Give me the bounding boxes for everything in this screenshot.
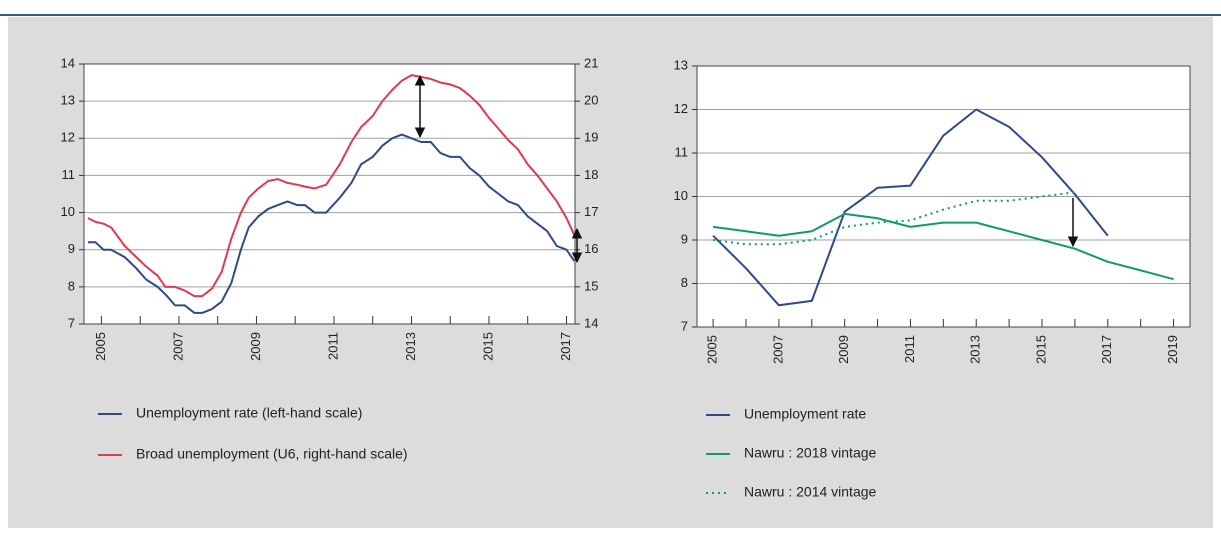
y-tick-label: 7 bbox=[68, 315, 75, 330]
legend-label: Broad unemployment (U6, right-hand scale… bbox=[136, 446, 408, 462]
plot-border bbox=[696, 65, 1191, 328]
plot-border bbox=[83, 63, 576, 325]
x-tick-label: 2019 bbox=[1165, 335, 1180, 364]
x-tick-label: 2011 bbox=[902, 335, 917, 363]
x-tick-label: 2009 bbox=[836, 335, 851, 364]
x-tick-label: 2007 bbox=[770, 335, 785, 364]
series-line bbox=[712, 191, 1076, 246]
series-line bbox=[87, 133, 576, 314]
legend-label: Unemployment rate bbox=[744, 406, 866, 422]
annotations bbox=[414, 74, 1079, 264]
y-tick-label: 11 bbox=[62, 167, 76, 182]
x-tick-label: 2007 bbox=[170, 332, 185, 361]
x-tick-label: 2005 bbox=[705, 335, 720, 364]
x-tick-label: 2005 bbox=[93, 332, 108, 361]
y-tick-label: 10 bbox=[61, 204, 75, 219]
y2-tick-label: 21 bbox=[584, 55, 598, 70]
y-tick-label: 13 bbox=[61, 93, 75, 108]
y-tick-label: 14 bbox=[61, 55, 75, 70]
y-tick-label: 8 bbox=[681, 275, 688, 290]
y-tick-label: 13 bbox=[674, 57, 688, 72]
legend-label: Nawru : 2014 vintage bbox=[744, 484, 877, 500]
x-tick-label: 2013 bbox=[403, 332, 418, 361]
y-tick-label: 9 bbox=[68, 241, 75, 256]
y2-tick-label: 14 bbox=[584, 315, 598, 330]
y-tick-label: 8 bbox=[68, 278, 75, 293]
x-tick-label: 2017 bbox=[558, 332, 573, 361]
y2-tick-label: 15 bbox=[584, 278, 598, 293]
x-tick-label: 2011 bbox=[325, 332, 340, 360]
plot-area bbox=[84, 64, 575, 324]
series-line bbox=[87, 74, 576, 298]
y2-tick-label: 19 bbox=[584, 130, 598, 145]
series-line bbox=[712, 212, 1174, 281]
x-tick-label: 2017 bbox=[1099, 335, 1114, 364]
y-tick-label: 10 bbox=[674, 188, 688, 203]
y2-tick-label: 20 bbox=[584, 93, 598, 108]
charts: 7 8 9 10 11 12 13 14 14 15 16 17 18 19 20 21 2005 2007 200… bbox=[61, 55, 1191, 500]
x-tick-label: 2015 bbox=[1033, 335, 1048, 364]
y2-tick-label: 16 bbox=[584, 241, 598, 256]
y-tick-label: 7 bbox=[681, 318, 688, 333]
y2-tick-label: 17 bbox=[584, 204, 598, 219]
x-tick-label: 2013 bbox=[968, 335, 983, 364]
y-tick-label: 11 bbox=[675, 144, 689, 159]
y-tick-label: 9 bbox=[681, 231, 688, 246]
x-tick-label: 2015 bbox=[480, 332, 495, 361]
legend-label: Nawru : 2018 vintage bbox=[744, 445, 877, 461]
series-line bbox=[712, 108, 1109, 307]
y2-tick-label: 18 bbox=[584, 167, 598, 182]
x-tick-label: 2009 bbox=[248, 332, 263, 361]
y-tick-label: 12 bbox=[61, 130, 75, 145]
y-tick-label: 12 bbox=[674, 101, 688, 116]
legend-label: Unemployment rate (left-hand scale) bbox=[136, 405, 362, 421]
